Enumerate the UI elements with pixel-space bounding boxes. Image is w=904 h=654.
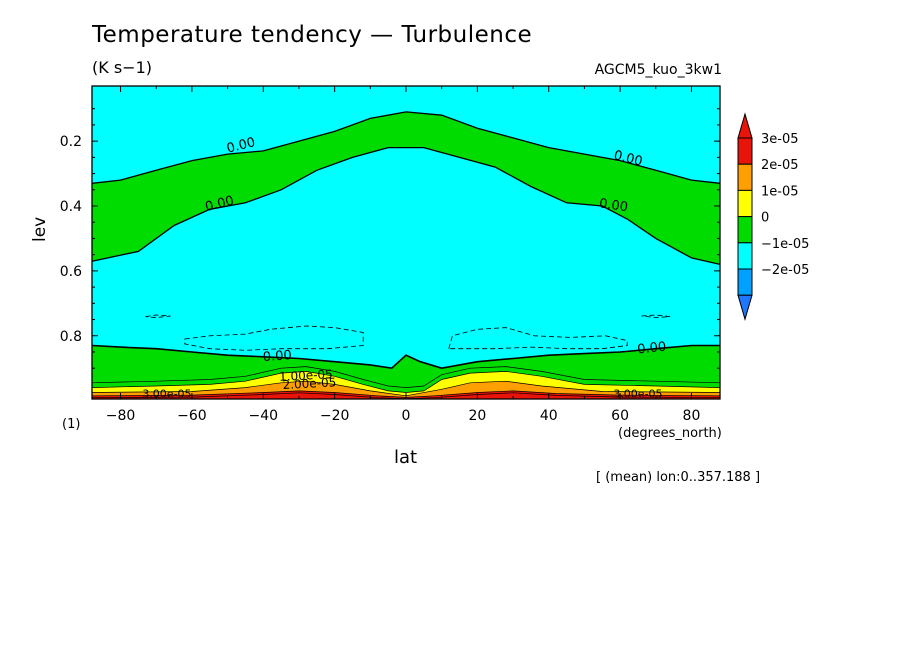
fill-red [92, 390, 720, 399]
contour-positive-2 [91, 380, 721, 397]
chart-title: Temperature tendency — Turbulence [92, 22, 533, 48]
contour-label: 3.00e-05 [613, 387, 662, 400]
run-label: AGCM5_kuo_3kw1 [594, 62, 722, 78]
x-tick-label: −60 [177, 408, 207, 424]
contour-positive-0 [91, 366, 721, 388]
x-tick-label: −80 [106, 408, 136, 424]
colorbar-label: 0 [761, 211, 769, 226]
contour-label: 0.00 [204, 193, 236, 215]
contour-label: 1.00e-05 [279, 367, 333, 384]
colorbar-swatch [737, 268, 753, 296]
contour-lines [91, 111, 721, 400]
y-tick-label: 0.8 [60, 329, 82, 345]
colorbar-swatch [737, 242, 753, 270]
colorbar-label: 1e-05 [761, 184, 799, 199]
colorbar-swatch [737, 189, 753, 218]
contour-labels: 0.00 0.00 0.00 0.00 0.00 0.00 1.00e-052.00e-05… [142, 135, 667, 400]
colorbar-top-arrow [737, 112, 753, 139]
x-tick-label: −40 [248, 408, 278, 424]
y-tick-label: 0.6 [60, 264, 82, 280]
contour-label: 3.00e-05 [142, 387, 191, 400]
x-tick-label: 40 [540, 408, 558, 424]
contour-label: 2.00e-05 [282, 375, 336, 392]
colorbar: 3e-05 2e-05 1e-05 0 −1e-05 −2e-05 [737, 112, 809, 321]
chart-units: (K s−1) [92, 58, 152, 77]
y-axis-units: (1) [62, 417, 81, 432]
fill-upper-green [92, 111, 720, 265]
mean-footnote: [ (mean) lon:0..357.188 ] [596, 470, 761, 485]
y-tick-label: 0.2 [60, 134, 82, 150]
contour-positive-1 [91, 371, 721, 393]
x-tick-label: −20 [320, 408, 350, 424]
contour-fills [92, 86, 720, 399]
contour-negative-3 [641, 314, 671, 319]
colorbar-swatch [737, 163, 753, 191]
contour-label: 0.00 [598, 196, 629, 215]
contour-zero-upper-top [91, 111, 721, 184]
colorbar-label: −1e-05 [761, 237, 809, 252]
contour-label: 0.00 [637, 340, 667, 358]
contour-negative-0 [145, 314, 171, 319]
contour-negative-1 [184, 325, 364, 351]
x-tick-label: 60 [611, 408, 629, 424]
x-tick-label: 80 [683, 408, 701, 424]
x-tick-label: 20 [468, 408, 486, 424]
contour-label: 0.00 [225, 135, 257, 157]
contour-zero-upper-bottom [91, 146, 721, 266]
x-axis-label: lat [394, 447, 418, 468]
x-tick-label: 0 [402, 408, 411, 424]
colorbar-bottom-arrow [737, 294, 753, 321]
contour-label: 0.00 [262, 348, 292, 365]
contour-zero-lower [91, 344, 720, 370]
x-axis-units: (degrees_north) [618, 426, 722, 441]
colorbar-swatch [737, 137, 753, 165]
contour-label: 0.00 [612, 148, 644, 170]
y-tick-label: 0.4 [60, 199, 82, 215]
colorbar-label: 2e-05 [761, 158, 799, 173]
axis-ticks: −80 −60 −40 −20 0 20 40 60 80 0.2 0.4 0.6 0.8 [60, 86, 720, 424]
colorbar-label: 3e-05 [761, 132, 799, 147]
colorbar-swatch [737, 216, 753, 244]
colorbar-label: −2e-05 [761, 263, 809, 278]
contour-negative-2 [448, 327, 628, 350]
